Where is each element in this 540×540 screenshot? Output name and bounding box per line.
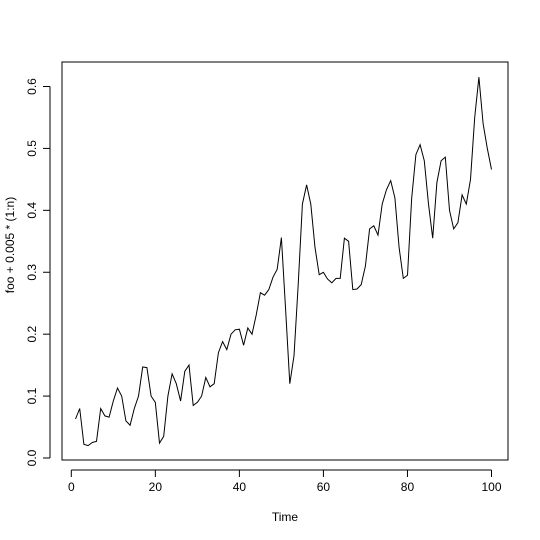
- plot-frame: [61, 61, 509, 461]
- y-tick-label: 0.2: [25, 326, 39, 343]
- x-tick-label: 20: [149, 480, 163, 494]
- y-tick-label: 0.1: [25, 387, 39, 404]
- x-tick-label: 80: [401, 480, 415, 494]
- y-axis: 0.0 0.1 0.2 0.3 0.4 0.5 0.6: [25, 78, 51, 466]
- series-line: [75, 77, 492, 447]
- x-axis: 0 20 40 60 80 100: [68, 469, 502, 494]
- x-tick-label: 0: [68, 480, 75, 494]
- data-points: [75, 77, 491, 445]
- y-tick-label: 0.4: [25, 202, 39, 219]
- x-tick-label: 100: [481, 480, 501, 494]
- y-tick-label: 0.3: [25, 264, 39, 281]
- x-tick-label: 40: [233, 480, 247, 494]
- x-tick-label: 60: [317, 480, 331, 494]
- y-tick-label: 0.6: [25, 78, 39, 95]
- y-tick-label: 0.0: [25, 449, 39, 466]
- x-axis-title: Time: [272, 510, 299, 524]
- y-tick-label: 0.5: [25, 140, 39, 157]
- y-axis-title: foo + 0.005 * (1:n): [3, 197, 17, 293]
